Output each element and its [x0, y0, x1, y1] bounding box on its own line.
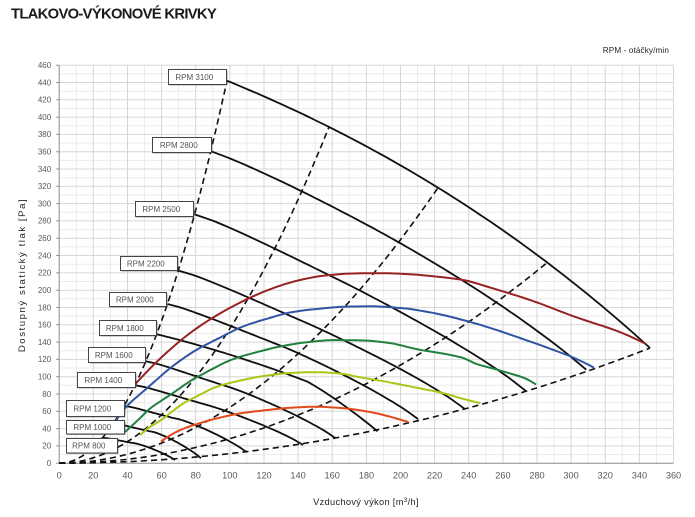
- svg-text:0: 0: [57, 471, 62, 481]
- svg-text:300: 300: [563, 471, 578, 481]
- svg-text:380: 380: [38, 130, 52, 139]
- svg-text:320: 320: [38, 182, 52, 191]
- svg-text:340: 340: [632, 471, 647, 481]
- svg-text:160: 160: [325, 471, 340, 481]
- svg-text:200: 200: [393, 471, 408, 481]
- svg-text:RPM 800: RPM 800: [72, 442, 106, 451]
- svg-text:220: 220: [38, 269, 52, 278]
- svg-text:180: 180: [38, 303, 52, 312]
- svg-text:60: 60: [42, 407, 51, 416]
- svg-text:260: 260: [38, 234, 52, 243]
- svg-text:100: 100: [38, 373, 52, 382]
- svg-text:120: 120: [38, 355, 52, 364]
- svg-text:RPM 1400: RPM 1400: [84, 376, 122, 385]
- svg-text:280: 280: [529, 471, 544, 481]
- svg-text:120: 120: [256, 471, 271, 481]
- svg-text:320: 320: [598, 471, 613, 481]
- svg-text:260: 260: [495, 471, 510, 481]
- svg-text:220: 220: [427, 471, 442, 481]
- svg-text:RPM 1200: RPM 1200: [73, 404, 111, 413]
- svg-text:RPM 2800: RPM 2800: [160, 141, 198, 150]
- svg-text:RPM 1800: RPM 1800: [106, 324, 144, 333]
- svg-text:280: 280: [38, 217, 52, 226]
- svg-text:440: 440: [38, 78, 52, 87]
- svg-text:420: 420: [38, 96, 52, 105]
- svg-text:40: 40: [122, 471, 132, 481]
- svg-text:300: 300: [38, 199, 52, 208]
- svg-text:RPM 2000: RPM 2000: [116, 295, 154, 304]
- svg-text:RPM 3100: RPM 3100: [175, 73, 213, 82]
- svg-text:60: 60: [156, 471, 166, 481]
- svg-text:RPM 1600: RPM 1600: [95, 351, 133, 360]
- svg-text:100: 100: [222, 471, 237, 481]
- svg-text:80: 80: [42, 390, 51, 399]
- svg-text:RPM - otáčky/min: RPM - otáčky/min: [603, 46, 670, 55]
- svg-text:200: 200: [38, 286, 52, 295]
- svg-text:240: 240: [38, 251, 52, 260]
- svg-text:460: 460: [38, 61, 52, 70]
- svg-text:80: 80: [191, 471, 201, 481]
- svg-text:140: 140: [38, 338, 52, 347]
- svg-text:40: 40: [42, 424, 51, 433]
- svg-text:340: 340: [38, 165, 52, 174]
- svg-text:160: 160: [38, 321, 52, 330]
- svg-text:400: 400: [38, 113, 52, 122]
- svg-text:RPM 1000: RPM 1000: [73, 423, 111, 432]
- svg-text:0: 0: [47, 459, 52, 468]
- svg-text:360: 360: [38, 148, 52, 157]
- svg-text:360: 360: [666, 471, 681, 481]
- svg-text:Vzduchový výkon [m3/h]: Vzduchový výkon [m3/h]: [313, 497, 419, 507]
- svg-text:140: 140: [290, 471, 305, 481]
- svg-text:RPM 2500: RPM 2500: [142, 205, 180, 214]
- svg-text:20: 20: [88, 471, 98, 481]
- svg-text:180: 180: [359, 471, 374, 481]
- svg-text:240: 240: [461, 471, 476, 481]
- svg-text:RPM 2200: RPM 2200: [127, 259, 165, 268]
- svg-text:20: 20: [42, 442, 51, 451]
- svg-text:TLAKOVO-VÝKONOVÉ KRIVKY: TLAKOVO-VÝKONOVÉ KRIVKY: [11, 5, 217, 23]
- svg-text:Dostupný statický tlak [Pa]: Dostupný statický tlak [Pa]: [17, 198, 28, 352]
